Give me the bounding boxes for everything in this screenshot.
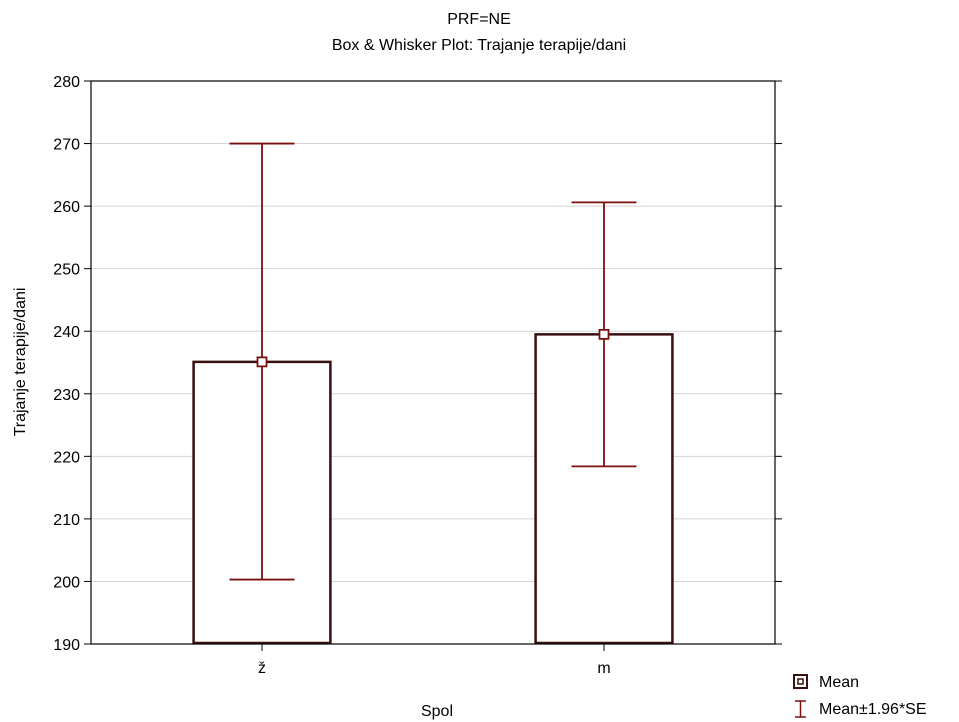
y-tick-label: 250 [53, 262, 80, 279]
legend-mean-marker [793, 674, 808, 689]
y-tick-label: 220 [53, 449, 80, 466]
legend-mean-label: Mean [819, 674, 859, 691]
y-tick-label: 270 [53, 137, 80, 154]
legend: Mean Mean±1.96*SE [793, 674, 927, 718]
y-axis-ticks: 190 200 210 220 230 240 250 260 270 280 [53, 74, 782, 654]
chart-title-line1: PRF=NE [447, 11, 511, 28]
y-tick-label: 280 [53, 74, 80, 91]
y-tick-label: 230 [53, 387, 80, 404]
y-tick-label: 200 [53, 574, 80, 591]
bars-group [192, 333, 674, 645]
x-axis-label: Spol [421, 703, 453, 720]
y-axis-label: Trajanje terapije/dani [12, 288, 29, 437]
y-tick-label: 190 [53, 637, 80, 654]
chart-title: Box & Whisker Plot: Trajanje terapije/da… [332, 37, 626, 54]
y-tick-label: 210 [53, 512, 80, 529]
x-tick-label: m [597, 660, 610, 677]
whiskers-group [229, 142, 637, 581]
legend-whisker-marker [795, 700, 806, 718]
y-tick-label: 260 [53, 199, 80, 216]
plot-area-frame [90, 80, 776, 645]
x-tick-label: ž [258, 660, 266, 677]
y-tick-label: 240 [53, 324, 80, 341]
legend-whisker-label: Mean±1.96*SE [819, 701, 927, 718]
mean-marker [598, 328, 610, 340]
mean-marker [256, 356, 268, 368]
